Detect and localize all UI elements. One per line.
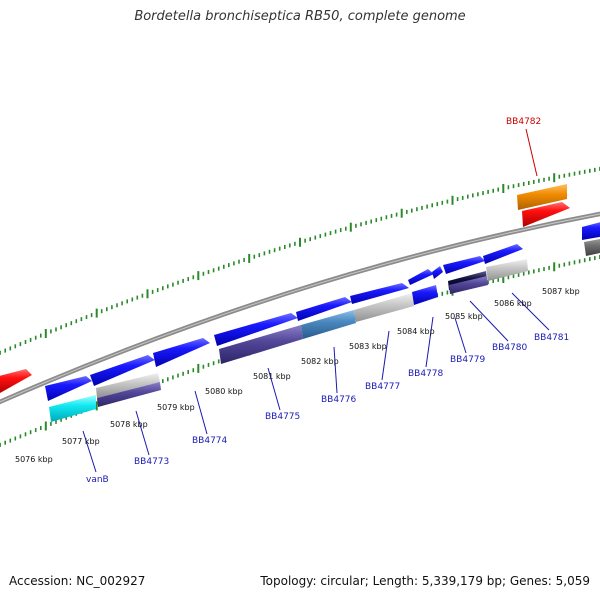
gene-label-bb4778[interactable]: BB4778 [408, 369, 444, 379]
gene-arrow-blue[interactable] [153, 338, 210, 367]
gene-block-grey[interactable] [96, 373, 160, 398]
kbp-label: 5082 kbp [301, 357, 339, 366]
accession-info: Accession: NC_002927 [9, 574, 146, 588]
kbp-label: 5081 kbp [253, 372, 291, 381]
gene-block-blue[interactable] [412, 285, 438, 305]
kbp-label: 5086 kbp [494, 299, 532, 308]
gene-arrow-blue[interactable] [483, 244, 523, 264]
gene-label-bb4777[interactable]: BB4777 [365, 382, 400, 392]
kbp-labels: 5076 kbp 5077 kbp 5078 kbp 5079 kbp 5080… [15, 287, 580, 464]
kbp-label: 5078 kbp [110, 420, 148, 429]
gene-label-bb4781[interactable]: BB4781 [534, 333, 569, 343]
gene-block-steel[interactable] [301, 310, 356, 339]
gene-label-bb4779[interactable]: BB4779 [450, 355, 486, 365]
leader-bb4777 [381, 330, 390, 381]
gene-block-purple[interactable] [219, 325, 303, 364]
leader-bb4778 [425, 316, 434, 368]
leader-bb4774 [194, 390, 208, 435]
label-leaders [82, 128, 550, 473]
gene-arrow-blue[interactable] [408, 269, 434, 285]
kbp-label: 5087 kbp [542, 287, 580, 296]
kbp-label: 5079 kbp [157, 403, 195, 412]
kbp-label: 5083 kbp [349, 342, 387, 351]
gene-arrow-blue[interactable] [432, 266, 443, 279]
leader-bb4782 [525, 128, 538, 177]
kbp-label: 5076 kbp [15, 455, 53, 464]
gene-block-purple[interactable] [97, 382, 161, 407]
gene-arrow-red-left[interactable] [0, 369, 32, 394]
gene-arrow-blue[interactable] [90, 355, 155, 386]
kbp-label: 5084 kbp [397, 327, 435, 336]
gene-arrow-red[interactable] [522, 202, 570, 227]
reverse-strand-genes [49, 238, 600, 422]
kbp-label: 5080 kbp [205, 387, 243, 396]
gene-arrow-blue[interactable] [350, 283, 409, 304]
leader-bb4780 [469, 300, 509, 342]
gene-labels: vanB BB4773 BB4774 BB4775 BB4776 BB4777 … [86, 117, 569, 485]
map-title: Bordetella bronchiseptica RB50, complete… [134, 9, 466, 24]
gene-arrow-blue[interactable] [214, 313, 298, 346]
gene-arrow-blue[interactable] [443, 256, 485, 274]
leader-bb4773 [135, 410, 150, 456]
leader-bb4779 [454, 317, 467, 354]
gene-arrow-blue-edge[interactable] [582, 221, 600, 240]
gene-label-bb4780[interactable]: BB4780 [492, 343, 528, 353]
kbp-label: 5077 kbp [62, 437, 100, 446]
leader-bb4776 [333, 346, 338, 394]
topology-info: Topology: circular; Length: 5,339,179 bp… [260, 574, 590, 588]
gene-block-dark[interactable] [584, 238, 600, 256]
gene-arrow-blue[interactable] [45, 376, 92, 401]
gene-arrow-blue[interactable] [296, 297, 352, 321]
leader-bb4781 [511, 292, 550, 331]
gene-block-purple[interactable] [449, 276, 488, 294]
gene-block-grey[interactable] [486, 259, 528, 281]
gene-label-vanb[interactable]: vanB [86, 475, 109, 485]
forward-strand-genes [0, 184, 600, 401]
kbp-label: 5085 kbp [445, 312, 483, 321]
leader-vanb [82, 430, 97, 473]
gene-label-bb4774[interactable]: BB4774 [192, 436, 228, 446]
gene-label-bb4773[interactable]: BB4773 [134, 457, 169, 467]
outer-tick-row [0, 166, 600, 355]
gene-label-bb4775[interactable]: BB4775 [265, 412, 300, 422]
leader-bb4775 [267, 367, 281, 411]
gene-label-bb4782[interactable]: BB4782 [506, 117, 541, 127]
gene-label-bb4776[interactable]: BB4776 [321, 395, 357, 405]
gene-arrow-orange[interactable] [517, 184, 567, 210]
gene-block-cyan[interactable] [49, 395, 96, 422]
gene-block-grey[interactable] [354, 293, 414, 322]
